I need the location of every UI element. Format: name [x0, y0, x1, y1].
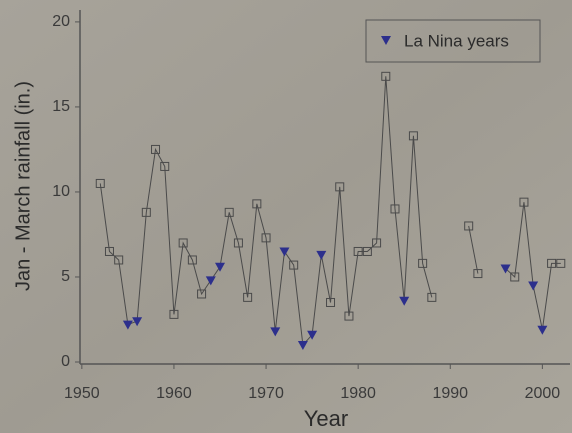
point-marker	[519, 197, 529, 207]
la-nina-marker	[132, 317, 143, 327]
point-marker	[418, 258, 428, 268]
point-marker	[104, 246, 114, 256]
point-marker	[197, 289, 207, 299]
la-nina-marker	[399, 296, 410, 306]
point-marker	[289, 260, 299, 270]
point-marker	[233, 238, 243, 248]
legend-marker	[381, 36, 391, 45]
point-marker	[151, 144, 161, 154]
point-marker	[224, 207, 234, 217]
legend-box	[365, 19, 541, 63]
la-nina-marker	[307, 330, 318, 340]
la-nina-marker	[500, 264, 511, 274]
point-marker	[556, 258, 566, 268]
point-marker	[427, 292, 437, 302]
point-marker	[390, 204, 400, 214]
y-tick-label: 15	[52, 98, 70, 115]
point-marker	[510, 272, 520, 282]
point-marker	[362, 246, 372, 256]
la-nina-marker	[537, 325, 548, 335]
y-tick-label: 5	[61, 268, 70, 285]
la-nina-marker	[122, 320, 133, 330]
la-nina-marker	[316, 250, 327, 260]
la-nina-marker	[297, 340, 308, 350]
point-marker	[261, 233, 271, 243]
x-tick-label: 1980	[340, 385, 376, 402]
x-tick-label: 1950	[64, 385, 100, 402]
y-axis-label: Jan - March rainfall (in.)	[12, 81, 34, 291]
point-marker	[114, 255, 124, 265]
x-tick-label: 1960	[156, 385, 192, 402]
la-nina-marker	[279, 247, 290, 257]
x-tick-label: 2000	[525, 385, 561, 402]
point-marker	[169, 309, 179, 319]
point-marker	[95, 178, 105, 188]
point-marker	[243, 292, 253, 302]
point-marker	[408, 131, 418, 141]
point-marker	[326, 297, 336, 307]
point-marker	[160, 161, 170, 171]
point-marker	[335, 182, 345, 192]
point-marker	[187, 255, 197, 265]
y-tick-label: 0	[61, 353, 70, 370]
point-marker	[353, 246, 363, 256]
point-marker	[178, 238, 188, 248]
point-marker	[372, 238, 382, 248]
x-axis-label: Year	[304, 406, 348, 431]
legend-label: La Nina years	[404, 31, 509, 50]
la-nina-marker	[270, 327, 281, 337]
la-nina-marker	[205, 276, 216, 286]
point-marker	[473, 269, 483, 279]
point-marker	[344, 311, 354, 321]
point-marker	[547, 258, 557, 268]
y-tick-label: 20	[52, 13, 70, 30]
x-tick-label: 1990	[432, 385, 468, 402]
point-marker	[464, 221, 474, 231]
la-nina-marker	[215, 262, 225, 272]
la-nina-marker	[528, 281, 539, 291]
y-tick-label: 10	[52, 183, 70, 200]
point-marker	[381, 71, 391, 81]
point-marker	[141, 207, 151, 217]
x-tick-label: 1970	[248, 385, 284, 402]
point-marker	[252, 199, 262, 209]
